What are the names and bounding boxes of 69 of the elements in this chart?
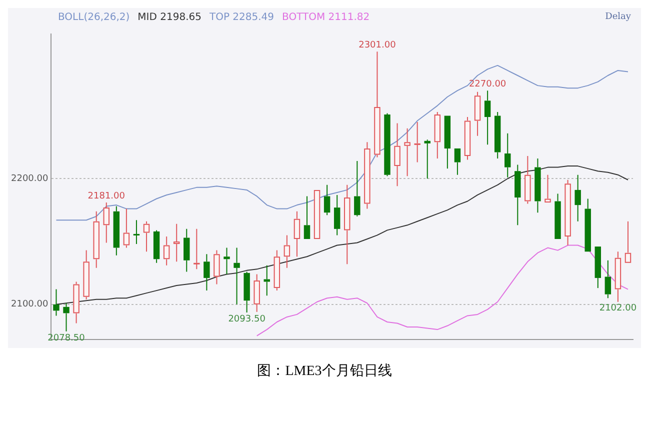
candlestick: [133, 220, 140, 245]
candlestick: [454, 148, 461, 176]
candlestick: [184, 228, 190, 272]
candlestick: [434, 111, 441, 160]
candlestick: [504, 132, 511, 178]
candlestick: [554, 193, 561, 239]
candlestick: [73, 281, 80, 324]
text: BOLL(26,26,2): [58, 12, 130, 23]
candlestick: [63, 302, 70, 332]
candlestick: [204, 254, 210, 292]
candlestick: [224, 247, 230, 275]
candlestick: [364, 142, 370, 210]
candlestick: [103, 202, 110, 244]
candlestick: [153, 230, 160, 264]
candlestick: [584, 198, 591, 252]
candlestick: [384, 112, 390, 177]
candlestick: [424, 139, 430, 180]
candlestick: [374, 51, 380, 158]
annotation: 2270.00: [468, 79, 506, 90]
y-tick-label: 2200.00: [11, 174, 48, 184]
candlestick: [214, 250, 220, 285]
annotation: 2301.00: [358, 40, 396, 50]
candlestick: [163, 236, 170, 266]
candlestick: [624, 220, 632, 263]
candlestick: [404, 128, 410, 177]
candlestick: [83, 250, 90, 300]
candlestick: [614, 251, 622, 302]
candlestick: [93, 210, 100, 268]
candlestick: [544, 174, 551, 203]
annotation: 2078.50: [48, 333, 86, 344]
candlestick: [284, 234, 290, 268]
candlestick: [484, 90, 491, 146]
candlestick: [123, 208, 130, 248]
candlestick: [173, 223, 180, 262]
annotation: 2181.00: [88, 191, 126, 202]
candlestick: [534, 158, 541, 214]
text: Delay: [605, 12, 631, 22]
candlestick: [264, 264, 270, 296]
text: TOP 2285.49: [209, 12, 274, 23]
candlestick: [244, 271, 250, 314]
annotation: 2102.00: [599, 304, 637, 314]
candlestick: [294, 210, 300, 258]
candlestick: [304, 196, 310, 239]
annotation: 2093.50: [228, 314, 266, 324]
candlestick: [474, 91, 481, 136]
candlestick: [574, 174, 581, 222]
candlestick: [414, 122, 420, 163]
candlestick: [604, 260, 612, 299]
candlestick: [444, 116, 451, 170]
candlestick: [324, 184, 330, 216]
candlestick: [524, 155, 531, 204]
candlestick: [514, 164, 521, 226]
candlestick: [274, 250, 280, 292]
candlestick: [143, 220, 150, 252]
candlestick: [344, 184, 350, 265]
candlestick: [464, 116, 471, 160]
candlestick: [234, 247, 240, 305]
candlestick: [53, 288, 60, 316]
candlestick: [394, 122, 400, 187]
candlestick: [254, 274, 260, 312]
candlestick: [494, 111, 501, 160]
candlestick: [113, 206, 120, 256]
candlestick: [334, 194, 340, 236]
text: MID 2198.65: [138, 12, 202, 23]
text: BOTTOM 2111.82: [282, 12, 370, 23]
candlestick: [564, 179, 571, 246]
candlestick: [354, 160, 360, 217]
y-tick-label: 2100.00: [11, 300, 48, 310]
text: 图：LME3个月铅日线: [256, 362, 393, 380]
